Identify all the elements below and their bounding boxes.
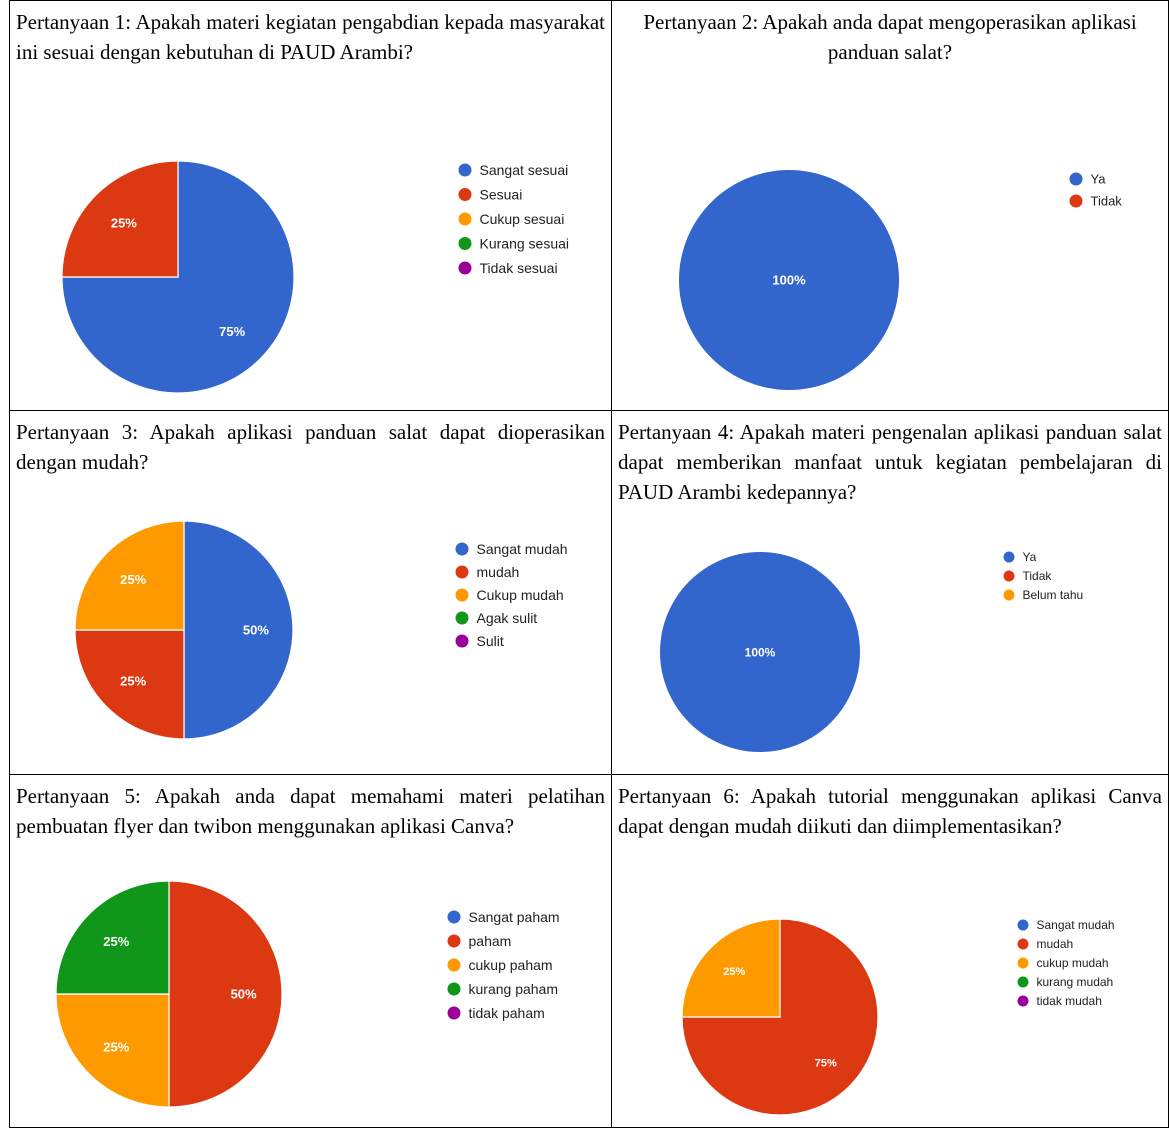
pie-slice-sangat-mudah	[183, 520, 294, 740]
pie-data-label: 25%	[723, 966, 745, 978]
legend-label-kurang-mudah: kurang mudah	[1037, 975, 1114, 989]
legend-marker-sangat-paham	[447, 910, 461, 924]
question-3-pie-chart: 50% 25% 25% Sangat mudah mudah Cukup mudah Aga…	[74, 520, 568, 740]
legend-marker-sangat-sesuai	[458, 163, 472, 177]
legend-marker-kurang-paham	[447, 982, 461, 996]
question-2-text: Pertanyaan 2: Apakah anda dapat mengoper…	[643, 10, 1137, 64]
pie-data-label: 50%	[243, 623, 269, 638]
question-1-text: Pertanyaan 1: Apakah materi kegiatan pen…	[16, 10, 605, 64]
legend-label-paham: paham	[469, 933, 512, 949]
pie-slice-ya	[660, 552, 860, 752]
legend-marker-belum-tahu	[1003, 589, 1015, 601]
legend-label-sesuai: Sesuai	[480, 186, 523, 202]
pie-slice-paham	[168, 880, 283, 1108]
pie-slice-sesuai	[61, 160, 179, 278]
question-5-text: Pertanyaan 5: Apakah anda dapat memahami…	[16, 784, 605, 838]
pie-slice-kurang-paham	[55, 880, 170, 995]
question-3-cell: Pertanyaan 3: Apakah aplikasi panduan sa…	[10, 411, 612, 775]
legend-label-tidak: Tidak	[1023, 569, 1053, 583]
question-6-cell: Pertanyaan 6: Apakah tutorial menggunaka…	[612, 775, 1169, 1128]
pie-data-label: 100%	[745, 645, 776, 659]
legend-marker-paham	[447, 934, 461, 948]
pie-data-label: 25%	[103, 934, 129, 949]
legend-label-kurang-sesuai: Kurang sesuai	[480, 235, 570, 251]
question-2-cell: Pertanyaan 2: Apakah anda dapat mengoper…	[612, 1, 1169, 411]
pie-slice-mudah	[681, 918, 879, 1116]
legend-label-sangat-mudah: Sangat mudah	[1037, 918, 1115, 932]
legend-label-tidak: Tidak	[1091, 194, 1123, 209]
legend-label-cukup-mudah: cukup mudah	[1037, 956, 1109, 970]
question-2-pie-chart: 100% Ya Tidak	[679, 170, 1123, 390]
pie-data-label: 25%	[111, 216, 137, 231]
legend-label-sulit: Sulit	[477, 633, 504, 649]
legend-marker-cukup-sesuai	[458, 212, 472, 226]
legend-marker-kurang-mudah	[1017, 976, 1029, 988]
legend-marker-cukup-mudah	[1017, 957, 1029, 969]
legend-marker-mudah	[455, 565, 469, 579]
pie-data-label: 25%	[103, 1039, 129, 1054]
legend-label-tidak-mudah: tidak mudah	[1037, 994, 1102, 1008]
pie-slice-cukup-paham	[55, 993, 170, 1108]
legend-marker-sulit	[455, 634, 469, 648]
legend-label-sangat-mudah: Sangat mudah	[477, 541, 568, 557]
pie-slice-cukup-mudah	[74, 520, 185, 631]
legend-label-agak-sulit: Agak sulit	[477, 610, 538, 626]
pie-slice-mudah	[74, 629, 185, 740]
question-5-pie-chart: 50% 25% 25% Sangat paham paham cukup paham kur…	[55, 880, 560, 1108]
legend-marker-tidak-mudah	[1017, 995, 1029, 1007]
legend-marker-cukup-paham	[447, 958, 461, 972]
legend-label-sangat-sesuai: Sangat sesuai	[480, 162, 569, 178]
legend-marker-tidak	[1003, 570, 1015, 582]
pie-slice-ya	[679, 170, 899, 390]
legend-marker-sangat-mudah	[455, 542, 469, 556]
pie-data-label: 25%	[120, 674, 146, 689]
question-4-text: Pertanyaan 4: Apakah materi pengenalan a…	[618, 420, 1162, 504]
pie-data-label: 25%	[120, 572, 146, 587]
legend-label-ya: Ya	[1023, 550, 1037, 564]
question-6-text: Pertanyaan 6: Apakah tutorial menggunaka…	[618, 784, 1162, 838]
pie-data-label: 100%	[772, 273, 806, 288]
question-3-text: Pertanyaan 3: Apakah aplikasi panduan sa…	[16, 420, 605, 474]
question-1-cell: Pertanyaan 1: Apakah materi kegiatan pen…	[10, 1, 612, 411]
legend-label-cukup-mudah: Cukup mudah	[477, 587, 564, 603]
legend-marker-tidak-paham	[447, 1006, 461, 1020]
pie-data-label: 75%	[815, 1058, 837, 1070]
question-4-pie-chart: 100% Ya Tidak Belum tahu	[660, 550, 1084, 752]
legend-marker-kurang-sesuai	[458, 237, 472, 250]
legend-marker-agak-sulit	[455, 611, 469, 625]
question-4-cell: Pertanyaan 4: Apakah materi pengenalan a…	[612, 411, 1169, 775]
legend-marker-cukup-mudah	[455, 588, 469, 602]
legend-marker-sangat-mudah	[1017, 919, 1029, 931]
survey-results-table: Pertanyaan 1: Apakah materi kegiatan pen…	[9, 0, 1169, 1128]
pie-slice-cukup-mudah	[681, 918, 781, 1018]
legend-marker-tidak	[1069, 194, 1083, 208]
legend-label-kurang-paham: kurang paham	[469, 981, 559, 997]
legend-marker-ya	[1069, 172, 1083, 186]
legend-marker-tidak-sesuai	[458, 261, 472, 275]
legend-marker-sesuai	[458, 188, 472, 201]
pie-data-label: 50%	[231, 987, 257, 1002]
legend-label-tidak-paham: tidak paham	[469, 1005, 545, 1021]
legend-label-cukup-paham: cukup paham	[469, 957, 553, 973]
question-6-pie-chart: 75% 25% Sangat mudah mudah cukup mudah kurang…	[681, 918, 1115, 1116]
question-5-cell: Pertanyaan 5: Apakah anda dapat memahami…	[10, 775, 612, 1128]
legend-marker-ya	[1003, 551, 1015, 563]
legend-label-tidak-sesuai: Tidak sesuai	[480, 260, 558, 276]
legend-label-mudah: mudah	[477, 564, 520, 580]
legend-label-cukup-sesuai: Cukup sesuai	[480, 211, 565, 227]
legend-label-belum-tahu: Belum tahu	[1023, 588, 1084, 602]
question-1-pie-chart: 75% 25% Sangat sesuai Sesuai Cukup sesuai Kur…	[61, 160, 570, 394]
legend-label-sangat-paham: Sangat paham	[469, 909, 560, 925]
pie-data-label: 75%	[219, 324, 245, 339]
legend-label-mudah: mudah	[1037, 937, 1074, 951]
legend-marker-mudah	[1017, 938, 1029, 950]
pie-slice-sangat-sesuai	[61, 160, 295, 394]
legend-label-ya: Ya	[1091, 172, 1107, 187]
